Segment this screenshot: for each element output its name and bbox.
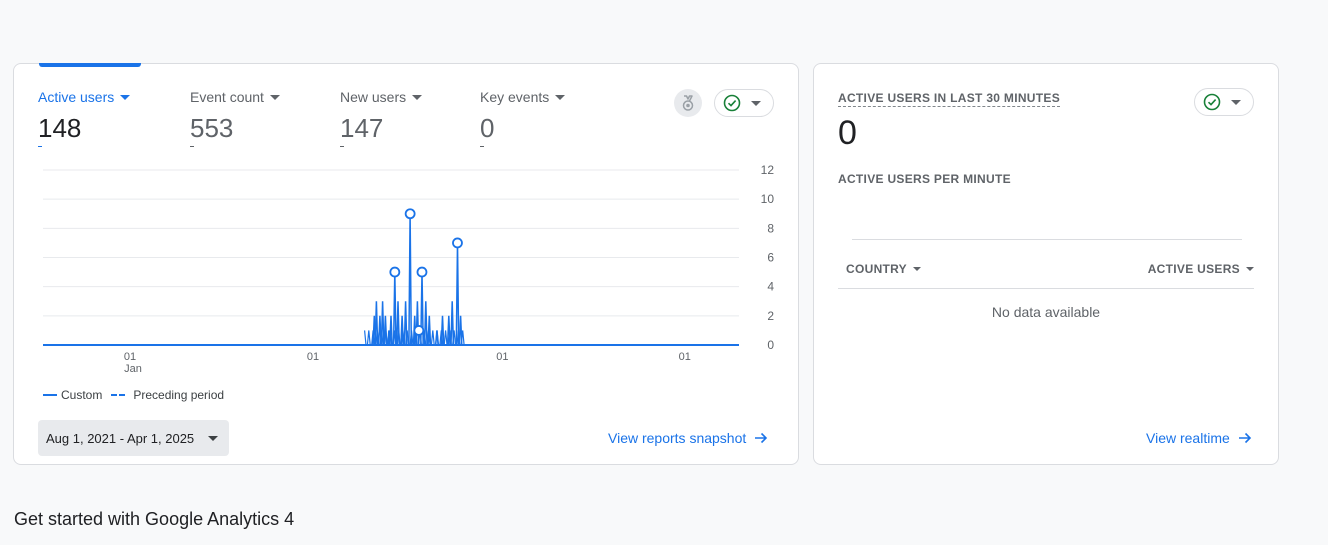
x-tick-label: 01 — [679, 351, 691, 363]
column-header-label: ACTIVE USERS — [1147, 262, 1240, 276]
x-tick-label: 01 — [124, 351, 136, 363]
data-point-marker — [413, 325, 425, 336]
metric-label-text: Key events — [480, 89, 550, 105]
view-reports-snapshot-link[interactable]: View reports snapshot — [608, 430, 768, 446]
metric-label-text: Event count — [190, 89, 264, 105]
caret-down-icon — [913, 267, 921, 271]
check-circle-icon — [723, 94, 741, 112]
y-tick-label: 4 — [767, 280, 774, 294]
data-quality-status-button[interactable] — [1194, 88, 1254, 116]
legend-label-current: Custom — [61, 388, 103, 402]
y-tick-label: 10 — [761, 192, 775, 206]
column-header-country[interactable]: COUNTRY — [846, 262, 921, 276]
check-circle-icon — [1203, 93, 1221, 111]
caret-down-icon — [751, 100, 761, 106]
metric-label-text: Active users — [38, 89, 115, 105]
caret-down-icon — [269, 94, 280, 100]
metric-tab-key-events[interactable]: Key events 0 — [480, 88, 566, 147]
caret-down-icon — [1246, 267, 1254, 271]
section-title: Get started with Google Analytics 4 — [14, 509, 295, 529]
realtime-title[interactable]: ACTIVE USERS IN LAST 30 MINUTES — [838, 91, 1060, 107]
column-header-active-users[interactable]: ACTIVE USERS — [1148, 262, 1254, 276]
y-tick-label: 6 — [767, 251, 774, 265]
caret-down-icon — [120, 94, 131, 100]
date-range-selector[interactable]: Aug 1, 2021 - Apr 1, 2025 — [38, 420, 229, 456]
metric-tab-new-users[interactable]: New users 147 — [340, 88, 423, 147]
data-point-marker — [389, 266, 401, 278]
metric-label: Event count — [190, 88, 280, 106]
series-spike — [400, 315, 405, 346]
metric-tab-event-count[interactable]: Event count 553 — [190, 88, 280, 147]
data-point-marker — [416, 266, 428, 278]
caret-down-icon — [555, 94, 566, 100]
metric-label: New users — [340, 88, 423, 106]
series-spike — [455, 242, 460, 346]
metric-change-dash — [190, 146, 194, 147]
metric-value: 148 — [38, 113, 82, 143]
arrow-forward-icon — [755, 432, 768, 444]
link-label: View realtime — [1146, 430, 1230, 446]
realtime-card: ACTIVE USERS IN LAST 30 MINUTES 0 ACTIVE… — [813, 63, 1279, 465]
metric-change-dash — [38, 146, 42, 147]
metric-change-dash — [480, 146, 484, 147]
legend-label-previous: Preceding period — [133, 388, 225, 402]
metric-change-dash — [340, 146, 344, 147]
active-tab-indicator — [39, 63, 141, 67]
series-spike — [423, 301, 428, 346]
empty-state-message: No data available — [991, 304, 1101, 320]
x-tick-sublabel: Jan — [124, 363, 142, 375]
column-header-label: COUNTRY — [846, 262, 907, 276]
overview-card: Active users 148 Event count 553 New use… — [13, 63, 799, 465]
per-minute-label: ACTIVE USERS PER MINUTE — [838, 172, 1011, 186]
series-spike — [427, 315, 432, 346]
metric-label-text: New users — [340, 89, 407, 105]
per-minute-empty-chart — [852, 239, 1242, 240]
series-spike — [434, 330, 439, 346]
series-spike — [403, 301, 408, 346]
metric-tab-active-users[interactable]: Active users 148 — [38, 88, 131, 147]
series-spike — [458, 315, 463, 346]
metric-label: Active users — [38, 88, 131, 106]
series-spike — [408, 213, 413, 346]
series-spike — [415, 301, 420, 346]
x-tick-label: 01 — [496, 351, 508, 363]
date-range-label: Aug 1, 2021 - Apr 1, 2025 — [46, 430, 195, 446]
y-tick-label: 8 — [767, 221, 774, 235]
series-spike — [374, 301, 379, 346]
x-tick-label: 01 — [307, 351, 319, 363]
series-spike — [377, 315, 382, 346]
view-realtime-link[interactable]: View realtime — [1146, 430, 1252, 446]
series-spike — [389, 315, 393, 346]
caret-down-icon — [1231, 99, 1241, 105]
award-button[interactable] — [674, 89, 702, 117]
metric-value: 553 — [190, 113, 234, 143]
y-tick-label: 2 — [767, 309, 774, 323]
metric-label: Key events — [480, 88, 566, 106]
series-spike — [396, 301, 400, 346]
table-divider — [838, 288, 1254, 289]
legend-swatch-dashed — [111, 394, 126, 396]
data-quality-status-button[interactable] — [714, 89, 774, 117]
series-spike — [440, 315, 445, 346]
series-spike — [383, 315, 388, 346]
y-tick-label: 0 — [767, 338, 774, 352]
series-spike — [446, 315, 451, 346]
data-point-marker — [404, 208, 416, 220]
chart-legend: Custom Preceding period — [43, 388, 224, 402]
caret-down-icon — [412, 94, 423, 100]
arrow-forward-icon — [1238, 432, 1251, 444]
data-point-marker — [452, 237, 463, 249]
realtime-active-users-value: 0 — [838, 114, 857, 152]
metric-value: 147 — [340, 113, 384, 143]
series-spike — [380, 301, 385, 346]
metric-value: 0 — [480, 113, 495, 143]
legend-swatch-solid — [43, 394, 57, 396]
link-label: View reports snapshot — [608, 430, 747, 446]
caret-down-icon — [208, 435, 219, 441]
series-spike — [450, 301, 455, 346]
series-spike — [412, 315, 417, 346]
y-tick-label: 12 — [761, 164, 775, 177]
award-icon — [682, 95, 694, 111]
